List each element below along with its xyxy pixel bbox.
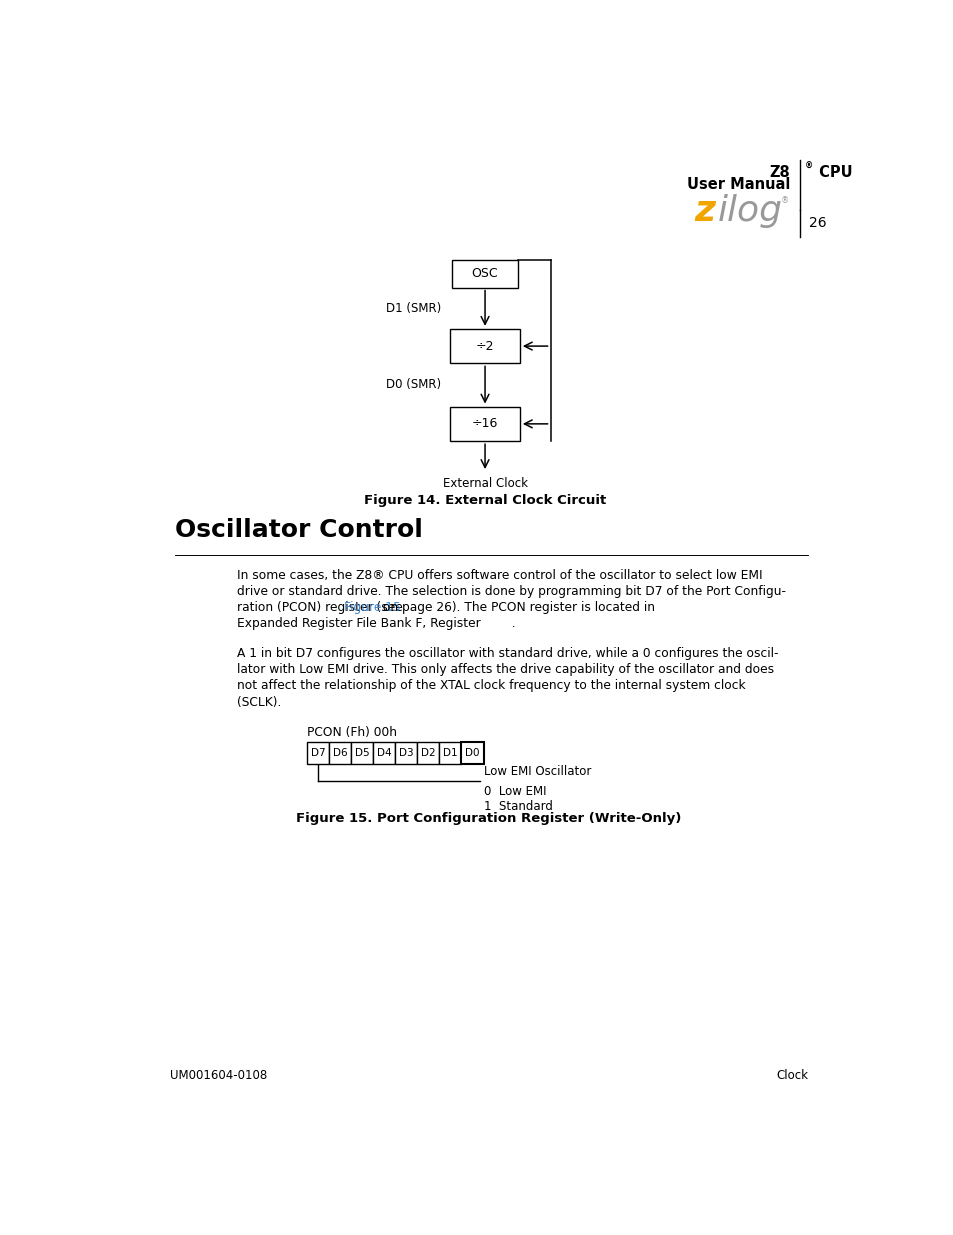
Bar [461, 742, 483, 763]
Bar [351, 742, 373, 763]
Text: D1: D1 [442, 748, 457, 758]
Bar [395, 742, 416, 763]
Text: User Manual: User Manual [686, 178, 790, 193]
Text: D0: D0 [465, 748, 479, 758]
Bar [439, 742, 461, 763]
Bar [450, 329, 519, 363]
Text: on page 26). The PCON register is located in: on page 26). The PCON register is locate… [378, 601, 655, 614]
Text: not affect the relationship of the XTAL clock frequency to the internal system c: not affect the relationship of the XTAL … [236, 679, 745, 693]
Text: ®: ® [804, 162, 812, 172]
Text: ÷2: ÷2 [476, 340, 494, 352]
Text: In some cases, the Z8® CPU offers software control of the oscillator to select l: In some cases, the Z8® CPU offers softwa… [236, 568, 761, 582]
Text: PCON (Fh) 00h: PCON (Fh) 00h [307, 726, 396, 739]
Text: D4: D4 [376, 748, 391, 758]
Bar [450, 406, 519, 441]
Text: ration (PCON) register (see: ration (PCON) register (see [236, 601, 406, 614]
Text: D1 (SMR): D1 (SMR) [385, 301, 440, 315]
Text: OSC: OSC [471, 267, 497, 280]
Text: Z8: Z8 [769, 165, 790, 180]
Text: ÷16: ÷16 [472, 417, 497, 430]
Text: Expanded Register File Bank F, Register        .: Expanded Register File Bank F, Register … [236, 618, 516, 630]
Bar [307, 742, 329, 763]
Text: D6: D6 [333, 748, 347, 758]
Text: 26: 26 [808, 216, 825, 230]
Text: ®: ® [781, 196, 788, 205]
Text: lator with Low EMI drive. This only affects the drive capability of the oscillat: lator with Low EMI drive. This only affe… [236, 663, 774, 677]
Text: D7: D7 [311, 748, 325, 758]
Text: CPU: CPU [814, 165, 852, 180]
Bar [452, 259, 517, 288]
Text: (SCLK).: (SCLK). [236, 695, 281, 709]
Text: Clock: Clock [776, 1070, 807, 1082]
Text: ilog: ilog [717, 194, 781, 228]
Text: Figure 15. Port Configuration Register (Write-Only): Figure 15. Port Configuration Register (… [296, 811, 680, 825]
Text: UM001604-0108: UM001604-0108 [170, 1070, 267, 1082]
Text: Figure 15: Figure 15 [344, 601, 401, 614]
Text: 1  Standard: 1 Standard [484, 800, 553, 813]
Text: Low EMI Oscillator: Low EMI Oscillator [484, 764, 591, 778]
Bar [416, 742, 439, 763]
Text: D5: D5 [355, 748, 369, 758]
Text: D2: D2 [420, 748, 436, 758]
Text: Oscillator Control: Oscillator Control [174, 517, 422, 542]
Text: D3: D3 [398, 748, 413, 758]
Text: External Clock: External Clock [442, 477, 527, 489]
Text: A 1 in bit D7 configures the oscillator with standard drive, while a 0 configure: A 1 in bit D7 configures the oscillator … [236, 647, 778, 661]
Text: D0 (SMR): D0 (SMR) [385, 378, 440, 391]
Text: z: z [694, 194, 715, 228]
Text: Figure 14. External Clock Circuit: Figure 14. External Clock Circuit [363, 494, 605, 506]
Text: drive or standard drive. The selection is done by programming bit D7 of the Port: drive or standard drive. The selection i… [236, 585, 785, 598]
Bar [373, 742, 395, 763]
Text: 0  Low EMI: 0 Low EMI [484, 785, 546, 798]
Bar [329, 742, 351, 763]
